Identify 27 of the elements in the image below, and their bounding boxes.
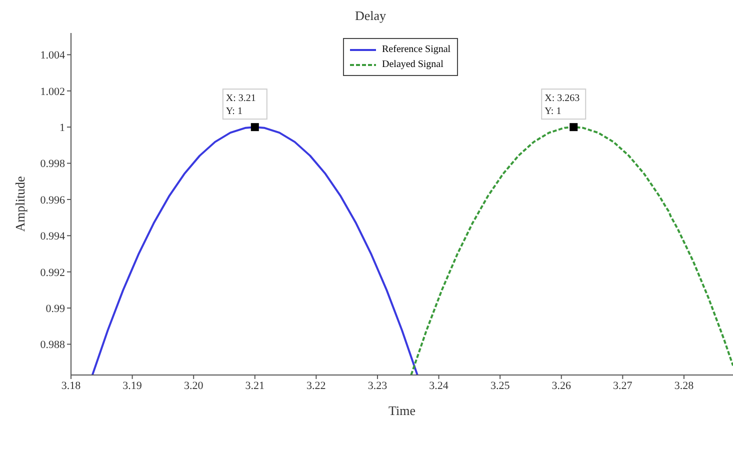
x-tick-label: 3.21 — [245, 380, 265, 392]
legend-label: Reference Signal — [382, 44, 451, 55]
y-tick-label: 0.992 — [40, 266, 65, 279]
chart-title: Delay — [354, 8, 388, 24]
y-tick-label: 0.996 — [40, 194, 66, 206]
y-axis-title: Amplitude — [12, 176, 28, 232]
x-tick-label: 3.28 — [674, 380, 694, 392]
y-tick-label: 1 — [60, 122, 65, 134]
annotation: X: 3.263 Y: 1 — [544, 93, 580, 118]
x-tick-label: 3.23 — [368, 380, 388, 392]
legend-label: Delayed Signal — [382, 59, 444, 70]
y-tick-label: 1.002 — [40, 86, 65, 98]
x-axis-title: Time — [388, 403, 416, 418]
x-tick-label: 3.19 — [122, 380, 142, 392]
y-tick-label: 0.99 — [46, 302, 66, 315]
x-tick-label: 3.22 — [306, 380, 326, 392]
y-tick-label: 0.994 — [40, 230, 66, 243]
x-tick-label: 3.18 — [61, 380, 82, 392]
x-tick-label: 3.27 — [613, 380, 633, 392]
x-tick-label: 3.26 — [552, 380, 572, 392]
y-tick-label: 0.998 — [40, 158, 66, 170]
x-tick-label: 3.25 — [490, 380, 510, 392]
x-tick-label: 3.24 — [429, 380, 449, 392]
y-tick-label: 1.004 — [40, 50, 66, 62]
annotation: X: 3.21 Y: 1 — [226, 93, 256, 118]
y-tick-label: 0.988 — [40, 339, 66, 352]
x-tick-label: 3.20 — [184, 380, 204, 392]
